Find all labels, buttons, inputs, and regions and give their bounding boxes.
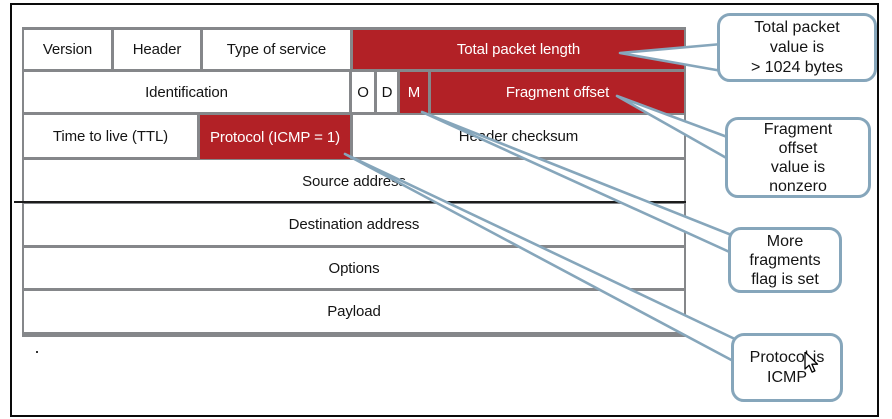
callout-text: offset	[778, 139, 818, 157]
cell-options: Options	[24, 248, 684, 288]
callout-protocol-icmp: Protocol is ICMP	[731, 333, 843, 402]
callout-fragment-offset: Fragment offset value is nonzero	[725, 117, 871, 198]
cell-total-packet-length: Total packet length	[353, 30, 684, 69]
cell-fragment-offset: Fragment offset	[431, 72, 684, 113]
callout-more-fragments: More fragments flag is set	[728, 227, 842, 293]
cell-type-of-service: Type of service	[203, 30, 350, 69]
callout-text: value is	[770, 158, 826, 176]
callout-text: ICMP	[767, 368, 807, 386]
callout-text: Total packet	[754, 18, 840, 36]
callout-text: > 1024 bytes	[750, 58, 844, 76]
callout-text: value is	[769, 38, 825, 56]
cell-identification: Identification	[24, 72, 349, 112]
ip-header-table: Version Header Type of service Total pac…	[22, 27, 686, 337]
callout-text: fragments	[749, 251, 821, 269]
callout-text: nonzero	[769, 177, 827, 195]
cell-version: Version	[24, 30, 111, 69]
callout-text: flag is set	[751, 270, 819, 288]
callout-text: Protocol is	[749, 348, 825, 366]
cell-destination-address: Destination address	[24, 204, 684, 245]
row-divider-line	[14, 201, 686, 203]
callout-text: Fragment	[763, 120, 833, 138]
cell-flag-m: M	[400, 72, 428, 113]
stray-dot	[36, 351, 38, 353]
cell-protocol: Protocol (ICMP = 1)	[200, 115, 350, 159]
cell-header: Header	[114, 30, 200, 69]
cell-header-checksum: Header checksum	[353, 115, 684, 157]
cell-payload: Payload	[24, 291, 684, 332]
mouse-cursor-icon	[804, 352, 819, 373]
cell-time-to-live: Time to live (TTL)	[24, 115, 197, 157]
callout-text: More	[766, 232, 804, 250]
cell-flag-o: O	[352, 72, 374, 112]
callout-total-packet: Total packet value is > 1024 bytes	[717, 13, 877, 82]
cell-source-address: Source address	[24, 160, 684, 202]
cell-flag-d: D	[377, 72, 397, 112]
diagram-frame	[10, 3, 879, 417]
